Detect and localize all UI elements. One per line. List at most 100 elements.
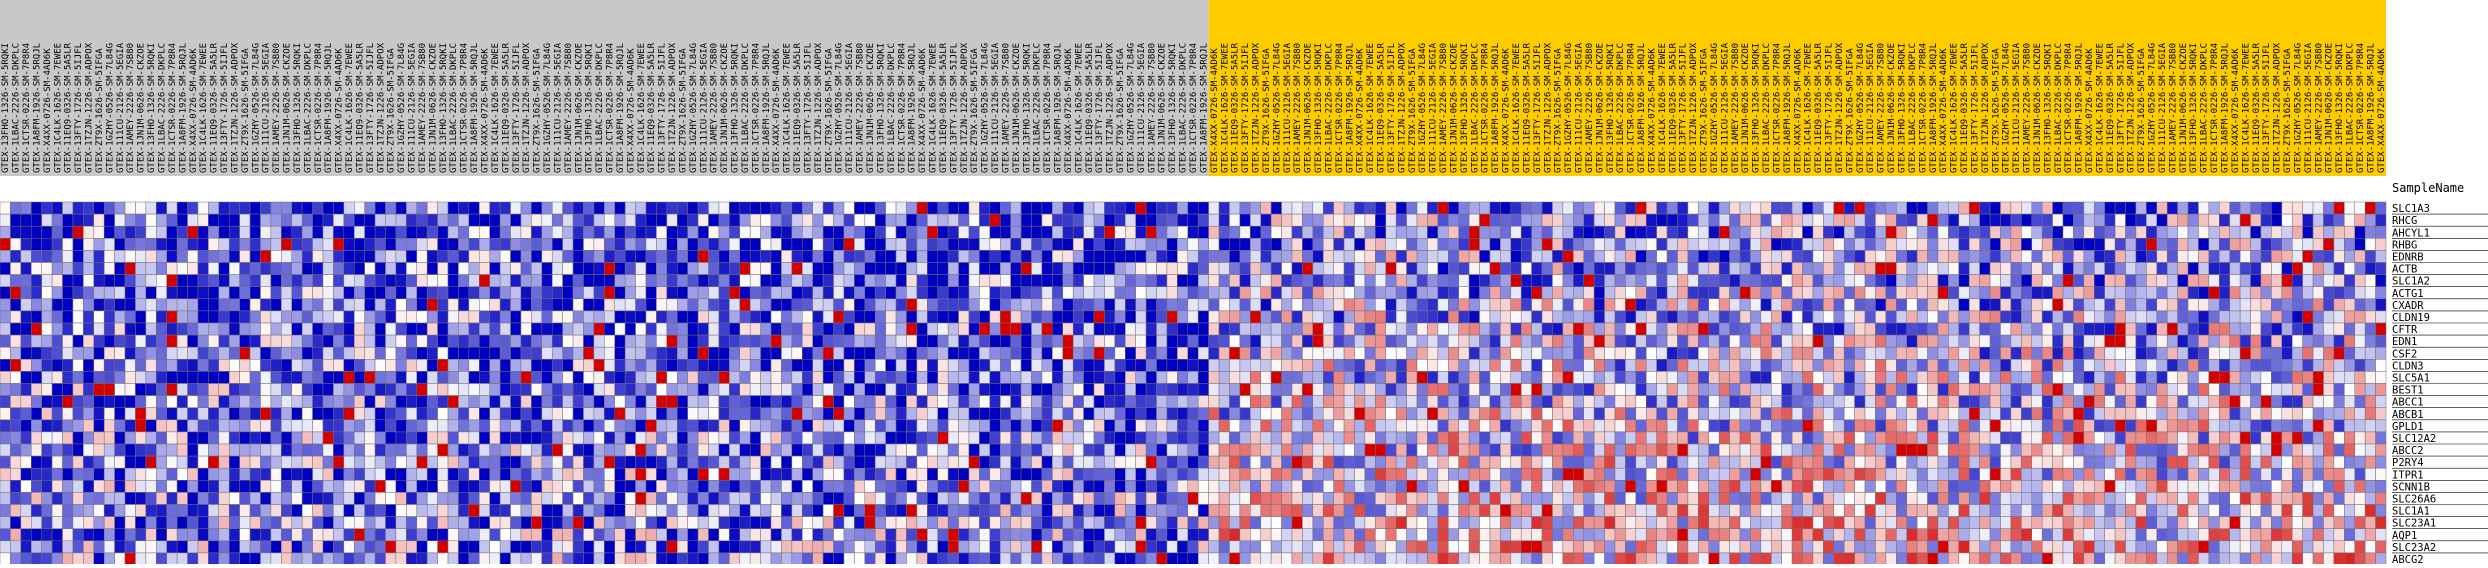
heatmap-cell: [875, 347, 885, 359]
heatmap-cell: [260, 432, 270, 444]
heatmap-cell: [1261, 432, 1271, 444]
heatmap-cell: [761, 371, 771, 383]
heatmap-cell: [458, 444, 468, 456]
heatmap-cell: [2053, 323, 2063, 335]
heatmap-cell: [521, 238, 531, 250]
heatmap-cell: [1209, 226, 1219, 238]
heatmap-cell: [854, 384, 864, 396]
heatmap-cell: [938, 444, 948, 456]
heatmap-cell: [2303, 299, 2313, 311]
heatmap-cell: [135, 238, 145, 250]
heatmap-cell: [1761, 384, 1771, 396]
heatmap-cell: [375, 359, 385, 371]
heatmap-cell: [719, 202, 729, 214]
heatmap-cell: [1521, 299, 1531, 311]
heatmap-cell: [73, 444, 83, 456]
heatmap-cell: [1302, 226, 1312, 238]
heatmap-cell: [1969, 323, 1979, 335]
heatmap-cell: [1948, 250, 1958, 262]
column-label: GTEX-1C4LK-1626-SM-7EWEE: [2095, 43, 2105, 173]
heatmap-cell: [2011, 432, 2021, 444]
heatmap-cell: [490, 408, 500, 420]
heatmap-cell: [1677, 432, 1687, 444]
heatmap-cell: [1500, 214, 1510, 226]
heatmap-cell: [1677, 396, 1687, 408]
heatmap-cell: [719, 444, 729, 456]
heatmap-cell: [729, 432, 739, 444]
column-label: GTEX-111CU-2126-SM-5EGIA: [991, 42, 1001, 173]
heatmap-cell: [813, 335, 823, 347]
heatmap-cell: [2365, 396, 2375, 408]
heatmap-cell: [2355, 432, 2365, 444]
heatmap-cell: [302, 250, 312, 262]
heatmap-cell: [1719, 396, 1729, 408]
heatmap-cell: [667, 202, 677, 214]
heatmap-cell: [1875, 299, 1885, 311]
heatmap-cell: [906, 263, 916, 275]
heatmap-cell: [865, 299, 875, 311]
heatmap-cell: [688, 444, 698, 456]
heatmap-cell: [1396, 396, 1406, 408]
heatmap-cell: [979, 384, 989, 396]
heatmap-cell: [1584, 275, 1594, 287]
heatmap-cell: [240, 287, 250, 299]
column-label: GTEX-1A8FM-1926-SM-5RQJL: [1637, 43, 1647, 173]
heatmap-cell: [375, 275, 385, 287]
heatmap-cell: [646, 238, 656, 250]
heatmap-cell: [448, 384, 458, 396]
row-label: CLDN3: [2392, 360, 2424, 372]
heatmap-cell: [1730, 384, 1740, 396]
heatmap-cell: [250, 444, 260, 456]
heatmap-cell: [1292, 384, 1302, 396]
heatmap-cell: [2230, 371, 2240, 383]
heatmap-cell: [1646, 275, 1656, 287]
heatmap-cell: [1552, 384, 1562, 396]
heatmap-cell: [2021, 323, 2031, 335]
heatmap-cell: [854, 250, 864, 262]
heatmap-cell: [677, 420, 687, 432]
heatmap-cell: [73, 420, 83, 432]
heatmap-cell: [198, 226, 208, 238]
column-label: GTEX-1JN1M-0626-SM-CKZOE: [2325, 43, 2335, 173]
heatmap-cell: [948, 408, 958, 420]
heatmap-cell: [125, 384, 135, 396]
heatmap-cell: [1823, 263, 1833, 275]
heatmap-cell: [2126, 214, 2136, 226]
heatmap-cell: [386, 384, 396, 396]
heatmap-cell: [604, 287, 614, 299]
heatmap-cell: [719, 408, 729, 420]
heatmap-cell: [1480, 263, 1490, 275]
heatmap-cell: [813, 287, 823, 299]
heatmap-cell: [854, 420, 864, 432]
heatmap-cell: [1261, 323, 1271, 335]
heatmap-cell: [1646, 263, 1656, 275]
heatmap-cell: [1480, 202, 1490, 214]
heatmap-cell: [2303, 396, 2313, 408]
heatmap-cell: [1886, 263, 1896, 275]
heatmap-cell: [1709, 226, 1719, 238]
heatmap-cell: [1032, 202, 1042, 214]
heatmap-cell: [677, 202, 687, 214]
heatmap-cell: [1511, 408, 1521, 420]
heatmap-cell: [2303, 263, 2313, 275]
heatmap-cell: [2094, 226, 2104, 238]
heatmap-cell: [834, 214, 844, 226]
heatmap-cell: [2188, 287, 2198, 299]
heatmap-cell: [1855, 396, 1865, 408]
heatmap-cell: [927, 432, 937, 444]
heatmap-cell: [1917, 396, 1927, 408]
heatmap-cell: [2292, 420, 2302, 432]
heatmap-cell: [1469, 444, 1479, 456]
heatmap-cell: [2157, 420, 2167, 432]
heatmap-cell: [1761, 359, 1771, 371]
heatmap-cell: [740, 420, 750, 432]
heatmap-cell: [906, 384, 916, 396]
heatmap-cell: [2126, 250, 2136, 262]
heatmap-cell: [448, 263, 458, 275]
heatmap-cell: [1855, 275, 1865, 287]
heatmap-cell: [1240, 238, 1250, 250]
heatmap-cell: [927, 420, 937, 432]
heatmap-cell: [1177, 408, 1187, 420]
heatmap-cell: [1938, 359, 1948, 371]
heatmap-cell: [1750, 432, 1760, 444]
